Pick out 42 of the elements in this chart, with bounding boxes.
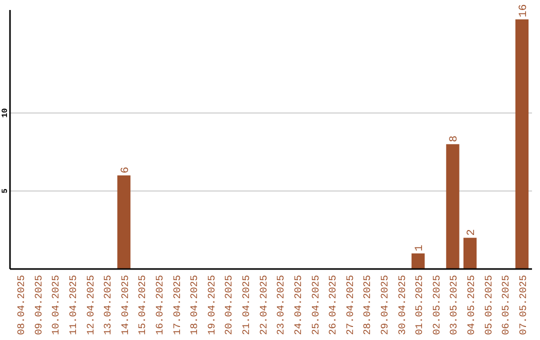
x-tick-label: 11.04.2025 bbox=[68, 275, 80, 336]
data-label: 8 bbox=[448, 136, 461, 142]
x-tick-label: 15.04.2025 bbox=[138, 275, 150, 336]
bar bbox=[515, 19, 529, 269]
x-tick-label: 23.04.2025 bbox=[276, 275, 288, 336]
bar bbox=[446, 144, 460, 269]
x-tick-label: 03.05.2025 bbox=[450, 275, 461, 336]
x-tick-label: 19.04.2025 bbox=[207, 275, 218, 336]
x-tick-label: 16.04.2025 bbox=[156, 275, 166, 336]
bar bbox=[117, 175, 130, 269]
y-tick-label: 5 bbox=[1, 188, 10, 194]
x-tick-label: 07.05.2025 bbox=[518, 275, 530, 336]
x-tick-label: 30.04.2025 bbox=[398, 275, 409, 336]
x-tick-label: 09.04.2025 bbox=[34, 275, 46, 336]
data-label: 2 bbox=[466, 229, 478, 236]
x-tick-label: 20.04.2025 bbox=[224, 275, 236, 336]
x-tick-label: 13.04.2025 bbox=[104, 275, 115, 336]
x-tick-label: 04.05.2025 bbox=[467, 275, 478, 336]
x-tick-label: 01.05.2025 bbox=[415, 275, 426, 336]
x-tick-label: 24.04.2025 bbox=[294, 275, 305, 336]
x-tick-label: 14.04.2025 bbox=[120, 275, 132, 336]
x-tick-label: 29.04.2025 bbox=[380, 275, 392, 336]
x-tick-label: 28.04.2025 bbox=[363, 275, 374, 336]
x-tick-label: 02.05.2025 bbox=[432, 275, 444, 336]
x-tick-label: 17.04.2025 bbox=[172, 275, 184, 336]
x-tick-label: 22.04.2025 bbox=[259, 275, 270, 336]
data-label: 6 bbox=[120, 166, 132, 174]
x-tick-label: 10.04.2025 bbox=[52, 275, 63, 336]
x-tick-label: 18.04.2025 bbox=[190, 275, 202, 336]
data-label: 16 bbox=[518, 4, 530, 18]
bar bbox=[463, 238, 477, 269]
x-tick-label: 05.05.2025 bbox=[484, 275, 496, 336]
x-tick-label: 27.04.2025 bbox=[346, 275, 357, 336]
x-tick-label: 26.04.2025 bbox=[328, 275, 340, 336]
x-tick-label: 08.04.2025 bbox=[17, 275, 28, 336]
x-tick-label: 25.04.2025 bbox=[311, 275, 322, 336]
y-tick-label: 10 bbox=[1, 108, 10, 118]
x-tick-label: 12.04.2025 bbox=[86, 275, 98, 336]
x-tick-label: 21.04.2025 bbox=[242, 275, 254, 336]
x-tick-label: 06.05.2025 bbox=[502, 275, 513, 336]
bar bbox=[412, 253, 425, 269]
data-label: 1 bbox=[414, 244, 426, 252]
